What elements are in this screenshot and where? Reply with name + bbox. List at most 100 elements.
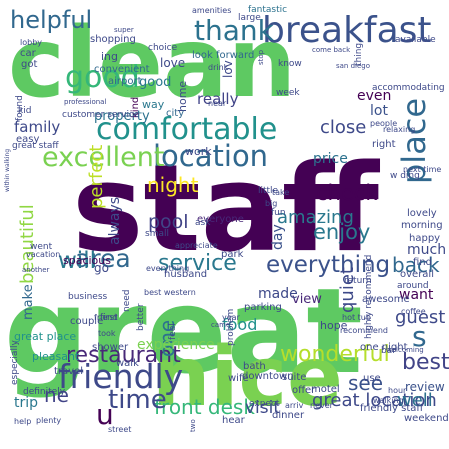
- word-great: great: [4, 262, 363, 400]
- word-lov: lov: [221, 60, 235, 78]
- word-help: help: [14, 417, 31, 426]
- word-made: made: [258, 286, 298, 302]
- word-better: better: [136, 303, 146, 331]
- word-husband: husband: [164, 269, 207, 280]
- word-front-desk: front desk: [154, 395, 255, 419]
- word-came: came: [211, 321, 230, 329]
- word-customer-service: customer service: [62, 110, 140, 120]
- word-comfortable: comfortable: [96, 112, 277, 147]
- word-parking: parking: [244, 302, 282, 313]
- word-suite: suite: [282, 372, 306, 383]
- word-home: home: [176, 81, 189, 112]
- word-lot: lot: [370, 103, 388, 119]
- word-everything: everything: [146, 264, 189, 273]
- word-bath: bath: [243, 361, 266, 372]
- word-nice: nice: [152, 330, 343, 425]
- word-food: food: [222, 315, 257, 334]
- word-family: family: [14, 118, 60, 136]
- word-san-diego: san diego: [336, 62, 370, 70]
- word-ask: ask: [195, 218, 211, 228]
- word-recommend: recommend: [340, 326, 388, 335]
- word-good: good: [139, 75, 171, 90]
- word-professional: professional: [64, 98, 106, 106]
- word-check: check: [316, 181, 378, 205]
- word-people: people: [370, 119, 397, 128]
- word-shower: shower: [92, 342, 129, 353]
- word-work: work: [185, 145, 212, 158]
- word-great-location: great location: [312, 390, 437, 411]
- word-look-forward: look forward: [192, 50, 254, 61]
- word-next-time: next time: [403, 165, 441, 174]
- word-couple: couple: [70, 316, 103, 327]
- word-around: around: [397, 281, 429, 291]
- word-one-night: one night: [360, 342, 408, 353]
- word-good: good: [65, 60, 140, 95]
- word-beautiful: beautiful: [17, 204, 38, 284]
- word-offer: offer: [292, 385, 316, 396]
- word-night: night: [147, 173, 199, 197]
- word-friendly-staff: friendly staff: [360, 403, 424, 414]
- word-relaxing: relaxing: [383, 125, 415, 134]
- word-want: want: [399, 287, 434, 303]
- word-return: return: [344, 276, 372, 286]
- word-lovely: lovely: [407, 208, 437, 219]
- word-day: day: [270, 224, 286, 250]
- word-first: first: [100, 313, 118, 323]
- word-two: two: [189, 419, 197, 432]
- word-really: really: [197, 90, 239, 108]
- word-vacation: vacation: [26, 250, 60, 259]
- word-take: take: [272, 188, 289, 197]
- word-dinner: dinner: [272, 410, 305, 421]
- word-use: use: [363, 373, 381, 384]
- word-easy: easy: [16, 134, 39, 145]
- word-little: little: [258, 186, 279, 196]
- word-business: business: [68, 292, 108, 302]
- word-time: time: [108, 385, 167, 415]
- word-kind: kind: [130, 97, 141, 118]
- word-within-walking: within walking: [4, 149, 11, 192]
- word-friend: friend: [94, 313, 117, 322]
- word-ne: ne: [44, 383, 69, 407]
- word-accommodating: accommodating: [372, 83, 445, 93]
- word-fun: fun: [271, 208, 286, 218]
- word-motel: motel: [311, 384, 340, 395]
- word-always: always: [107, 197, 123, 245]
- word-experience: experience: [137, 337, 215, 353]
- word-plenty: plenty: [36, 416, 61, 425]
- word-shopping: shopping: [90, 34, 136, 45]
- word-another: another: [22, 266, 49, 274]
- word-u: u: [96, 398, 114, 431]
- word-go: go: [94, 261, 109, 275]
- word-need: need: [122, 290, 132, 313]
- word-stop: stop: [257, 49, 265, 65]
- word-travel: travel: [54, 366, 83, 377]
- word-friendly: friendly: [58, 357, 183, 396]
- word-wonderful: wonderful: [280, 342, 390, 367]
- word-convenient: convenient: [94, 64, 150, 75]
- word-drink: drink: [208, 63, 229, 72]
- word-found: found: [15, 95, 25, 121]
- word-super: super: [114, 26, 134, 34]
- word-city: city: [166, 108, 184, 119]
- word-coffee: coffee: [401, 307, 426, 316]
- word-arriv: arriv: [285, 401, 304, 410]
- word-hot-tub: hot tub: [342, 313, 371, 322]
- word-close: close: [320, 117, 366, 138]
- word-way: way: [142, 98, 165, 111]
- word-walk: walk: [116, 358, 139, 369]
- word-staff: staff: [72, 140, 381, 279]
- word-enjoy: enjoy: [313, 220, 370, 244]
- word-breakfast: breakfast: [262, 10, 432, 51]
- word-service: service: [158, 251, 237, 276]
- word-week: week: [276, 88, 300, 98]
- word-perfect: perfect: [86, 145, 107, 209]
- word-great-place: great place: [14, 330, 76, 343]
- word-never: never: [310, 401, 334, 410]
- word-hear: hear: [222, 415, 246, 426]
- word-property: property: [94, 109, 150, 124]
- word-everything: everything: [266, 252, 390, 278]
- word-got: got: [21, 59, 37, 70]
- word-expect: expect: [249, 399, 280, 409]
- word-large: large: [238, 13, 261, 23]
